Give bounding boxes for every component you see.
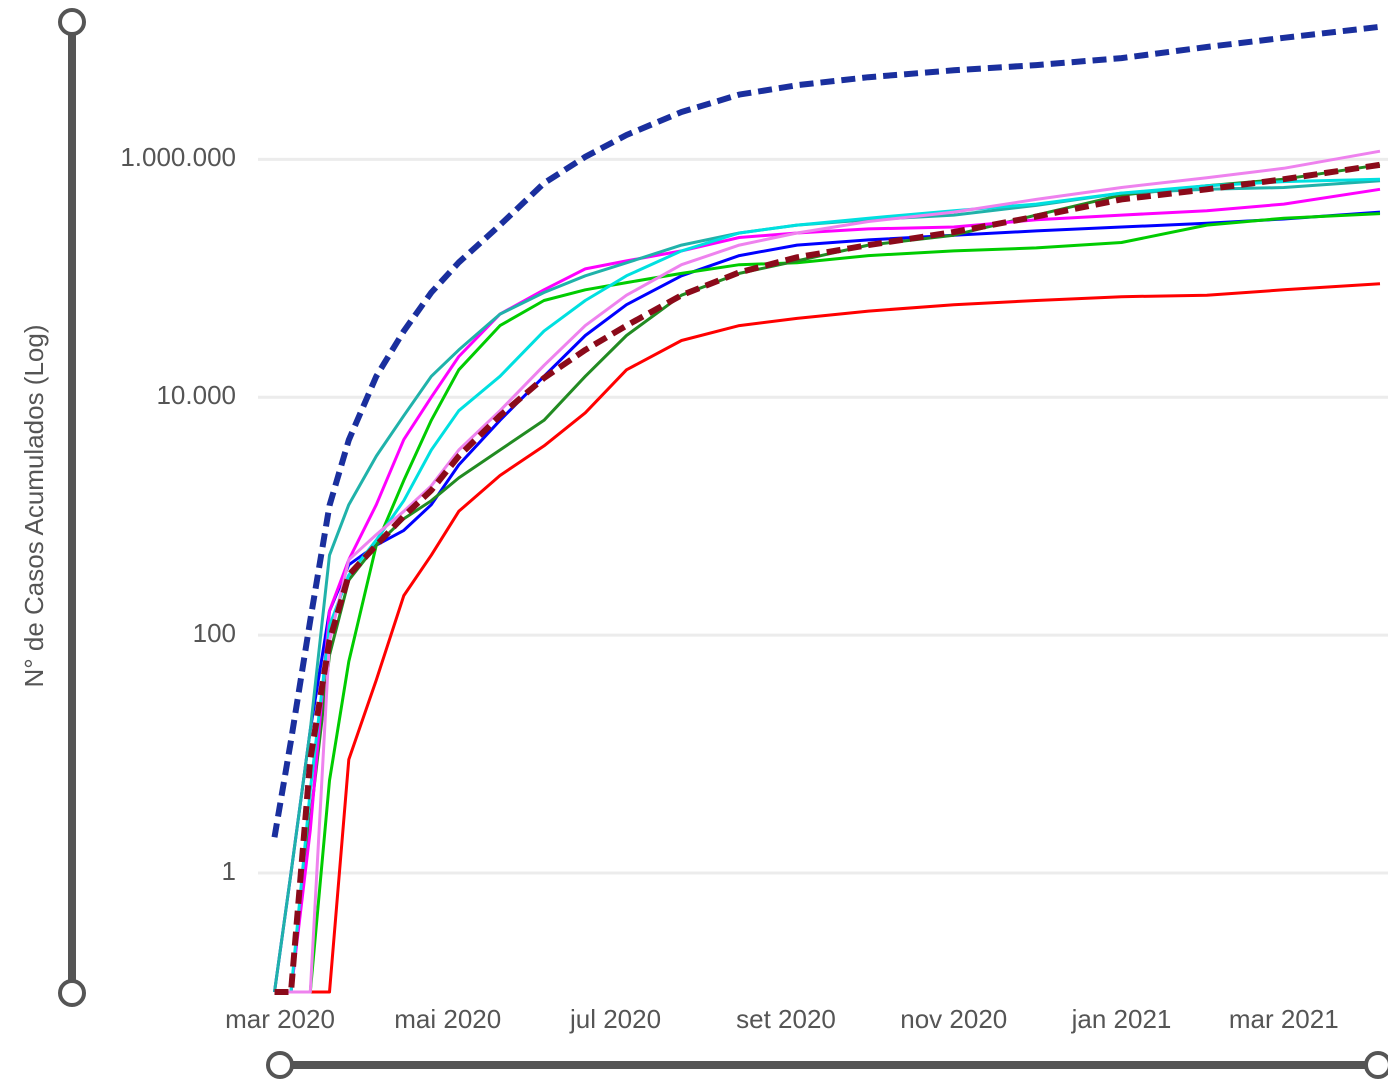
y-tick-label: 10.000	[156, 380, 236, 410]
x-tick-label: mai 2020	[394, 1004, 501, 1034]
series-line	[271, 23, 1381, 838]
y-axis-title: N° de Casos Acumulados (Log)	[19, 324, 49, 687]
x-tick-label: nov 2020	[900, 1004, 1007, 1034]
x-tick-label: jan 2021	[1071, 1004, 1172, 1034]
series-line	[273, 179, 1381, 993]
y-tick-label: 100	[193, 618, 236, 648]
x-tick-label: jul 2020	[569, 1004, 661, 1034]
y-tick-label: 1.000.000	[120, 142, 236, 172]
series-line	[274, 282, 1381, 994]
y-tick-label: 1	[222, 856, 236, 886]
y-range-slider-handle[interactable]	[58, 8, 86, 36]
series-line	[274, 149, 1381, 994]
series-line	[274, 187, 1381, 994]
x-tick-label: mar 2020	[225, 1004, 335, 1034]
series-line	[274, 163, 1381, 994]
x-tick-label: set 2020	[736, 1004, 836, 1034]
series-line	[273, 210, 1381, 993]
series-line	[274, 177, 1381, 994]
series-line	[274, 212, 1381, 994]
x-tick-label: mar 2021	[1229, 1004, 1339, 1034]
x-range-slider-handle[interactable]	[266, 1051, 294, 1079]
series-line	[274, 161, 1381, 995]
y-range-slider-handle[interactable]	[58, 979, 86, 1007]
x-range-slider-handle[interactable]	[1364, 1051, 1388, 1079]
